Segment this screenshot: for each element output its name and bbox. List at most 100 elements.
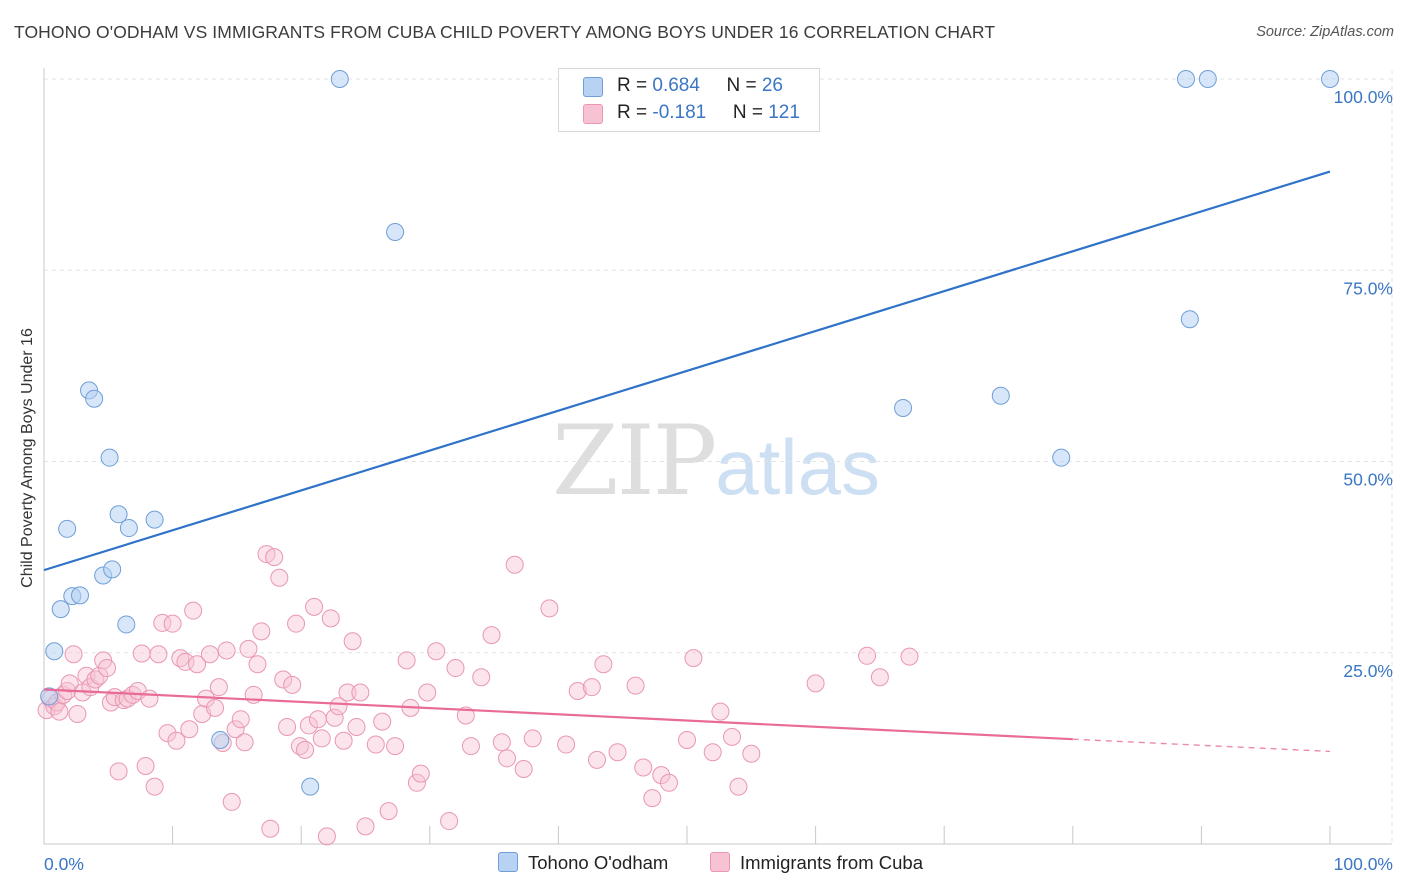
data-point-cuba (180, 720, 199, 739)
chart-title: TOHONO O'ODHAM VS IMMIGRANTS FROM CUBA C… (14, 22, 996, 42)
data-point-tohono (119, 519, 138, 538)
data-point-cuba (492, 733, 511, 752)
data-point-tohono (1180, 310, 1199, 329)
data-point-cuba (235, 733, 254, 752)
axes (43, 68, 1392, 845)
data-point-cuba (440, 812, 459, 831)
data-point-cuba (68, 704, 87, 723)
data-point-tohono (330, 70, 349, 88)
data-point-cuba (270, 568, 289, 587)
legend-n-label: N = (732, 102, 769, 123)
data-point-cuba (278, 717, 297, 736)
data-point-cuba (351, 683, 370, 702)
data-point-cuba (703, 743, 722, 762)
data-point-cuba (482, 626, 501, 645)
data-point-cuba (446, 659, 465, 678)
watermark-atlas: atlas (715, 423, 880, 511)
data-point-cuba (505, 555, 524, 574)
watermark-zip: ZIP (552, 405, 717, 517)
data-point-cuba (98, 659, 117, 678)
data-point-tohono (58, 519, 77, 538)
data-point-cuba (305, 597, 324, 616)
data-point-cuba (252, 622, 271, 641)
x-tick-label-end: 100.0% (1334, 854, 1393, 874)
data-point-cuba (77, 666, 96, 685)
data-point-tohono (103, 560, 122, 579)
data-point-cuba (265, 548, 284, 567)
data-point-cuba (50, 702, 69, 721)
legend-r-value: 0.684 (652, 75, 700, 96)
data-point-cuba (870, 668, 889, 687)
data-point-cuba (594, 655, 613, 674)
x-tick-label-start: 0.0% (44, 854, 84, 874)
data-point-cuba (742, 744, 761, 763)
data-point-cuba (356, 817, 375, 836)
data-point-cuba (540, 599, 559, 618)
data-point-cuba (90, 666, 109, 685)
data-point-cuba (167, 731, 186, 750)
data-point-tohono (117, 615, 136, 634)
data-point-tohono (145, 510, 164, 529)
data-point-cuba (568, 682, 587, 700)
data-point-cuba (587, 750, 606, 769)
data-point-cuba (407, 773, 426, 792)
data-point-cuba (217, 641, 236, 660)
data-point-cuba (427, 642, 446, 661)
data-point-tohono (85, 389, 104, 408)
data-point-cuba (643, 789, 662, 808)
data-point-cuba (132, 644, 151, 663)
data-point-cuba (299, 716, 318, 735)
data-point-cuba (248, 655, 267, 674)
data-point-tohono (301, 777, 320, 796)
data-point-cuba (176, 652, 195, 671)
data-point-cuba (373, 712, 392, 731)
data-point-cuba (145, 777, 164, 796)
data-point-cuba (226, 720, 245, 739)
data-point-cuba (287, 614, 306, 633)
data-point-cuba (557, 735, 576, 754)
data-point-cuba (386, 737, 405, 756)
y-axis-label: Child Poverty Among Boys Under 16 (19, 328, 36, 588)
data-point-tohono (211, 730, 230, 749)
data-point-tohono (100, 448, 119, 467)
data-point-cuba (296, 740, 315, 759)
series-cuba-points (37, 545, 919, 846)
bottom-legend-label-cuba: Immigrants from Cuba (740, 852, 923, 873)
series-tohono-points (40, 70, 1339, 796)
data-point-cuba (60, 674, 79, 693)
data-point-cuba (321, 609, 340, 628)
data-point-cuba (163, 614, 182, 633)
data-point-tohono (1198, 70, 1217, 88)
legend-n-value: 26 (761, 75, 783, 96)
data-point-tohono (51, 600, 70, 619)
data-point-cuba (188, 655, 207, 674)
data-point-cuba (206, 698, 225, 717)
y-tick-label: 50.0% (1343, 470, 1393, 490)
data-point-cuba (231, 710, 250, 729)
data-point-cuba (136, 756, 155, 775)
data-point-cuba (418, 683, 437, 702)
data-point-cuba (184, 601, 203, 620)
data-point-cuba (723, 727, 742, 746)
data-point-tohono (45, 642, 64, 661)
y-tick-label: 100.0% (1334, 87, 1393, 107)
data-point-cuba (634, 758, 653, 777)
data-point-tohono (40, 687, 59, 706)
data-point-cuba (626, 676, 645, 695)
bottom-legend-swatch-cuba (710, 852, 730, 872)
data-point-cuba (334, 731, 353, 750)
data-point-cuba (582, 678, 601, 697)
data-point-cuba (274, 670, 293, 689)
data-point-tohono (386, 223, 405, 241)
data-point-cuba (158, 724, 177, 743)
legend: R = 0.684 N = 26 R = -0.181 N = 121 (558, 68, 820, 132)
data-point-cuba (456, 706, 475, 725)
legend-r-label: R = (617, 102, 653, 123)
data-point-tohono (894, 398, 913, 417)
bottom-legend-cuba: Immigrants from Cuba (710, 852, 923, 874)
data-point-cuba (200, 645, 219, 664)
data-point-cuba (806, 674, 825, 693)
data-point-cuba (900, 647, 919, 666)
data-point-cuba (283, 675, 302, 694)
data-point-cuba (729, 777, 748, 796)
